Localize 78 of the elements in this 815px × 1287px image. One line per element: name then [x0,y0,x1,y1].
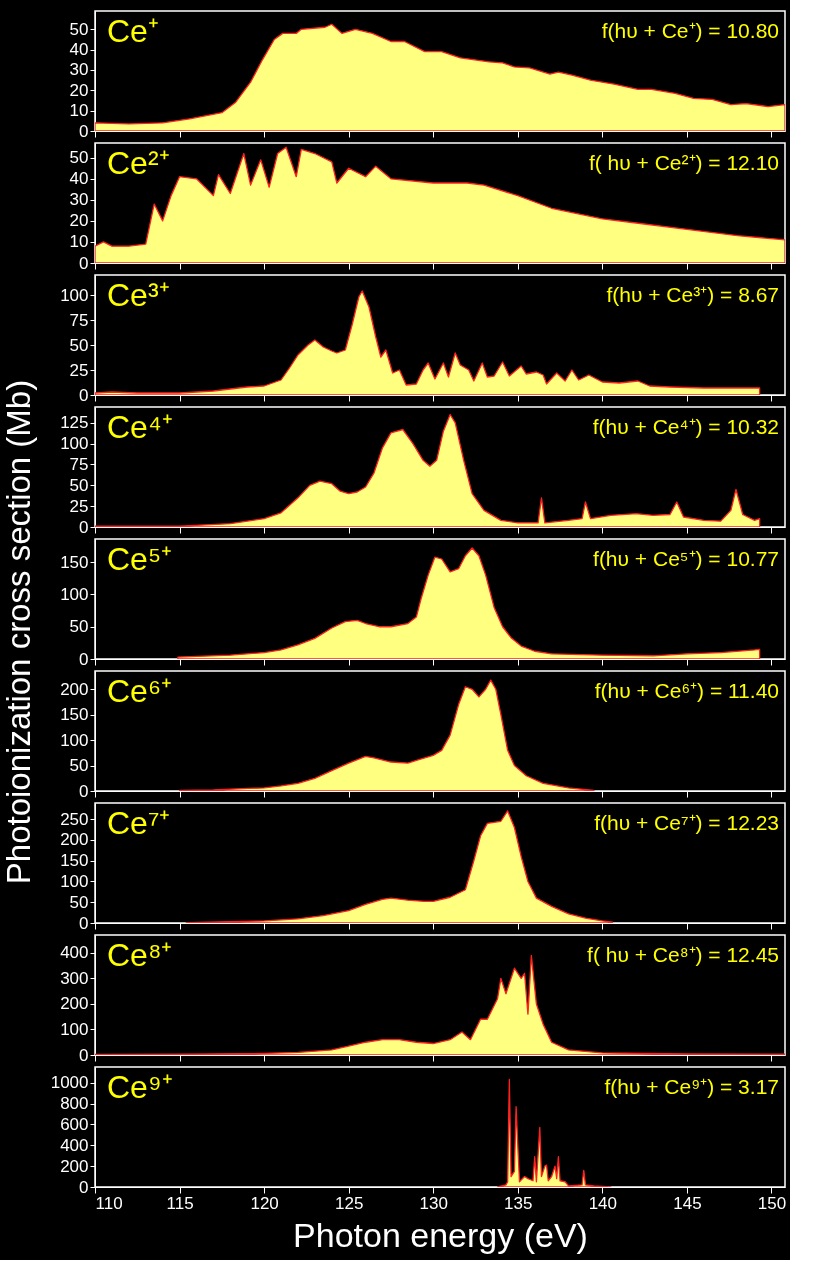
y-tick-label: 50 [69,475,89,495]
y-tick-label: 0 [79,517,89,537]
y-tick-label: 150 [60,552,89,572]
y-tick-label: 50 [69,148,89,168]
annotation: f(hυ + Ce⁴⁺) = 10.32 [592,415,779,438]
y-tick-label: 200 [60,830,89,850]
y-tick-label: 400 [60,1135,89,1155]
x-tick-label: 130 [419,1193,448,1213]
y-tick-label: 100 [60,1019,89,1039]
x-tick-label: 120 [250,1193,279,1213]
annotation: f(hυ + Ce⁷⁺) = 12.23 [594,811,779,834]
y-tick-label: 50 [69,335,89,355]
y-tick-label: 800 [60,1094,89,1114]
chart-title: Ce²⁺ [107,145,170,181]
y-tick-label: 75 [69,455,89,474]
y-tick-label: 300 [60,968,89,988]
x-tick-label: 140 [588,1193,618,1213]
y-tick-label: 75 [69,310,89,330]
chart-title: Ce⁸⁺ [107,937,173,973]
y-tick-label: 100 [60,730,89,750]
y-tick-label: 150 [60,851,89,871]
y-tick-label: 100 [60,285,89,305]
y-tick-label: 0 [79,913,89,933]
y-tick-label: 50 [69,19,89,39]
y-tick-label: 30 [69,190,89,210]
y-tick-label: 400 [60,943,89,963]
y-tick-label: 250 [60,809,89,829]
x-tick-label: 150 [757,1193,787,1213]
chart-title: Ce⁶⁺ [107,673,173,709]
y-tick-label: 20 [69,211,89,231]
y-tick-label: 0 [79,1177,89,1197]
x-tick-label: 115 [166,1193,194,1213]
x-axis-title: Photon energy (eV) [293,1215,588,1254]
y-tick-label: 10 [69,232,89,252]
y-tick-label: 50 [69,617,89,637]
x-tick-label: 125 [334,1193,364,1213]
y-tick-label: 1000 [50,1073,89,1093]
y-tick-label: 40 [69,40,89,60]
y-tick-label: 0 [79,121,89,141]
y-tick-label: 100 [60,871,89,891]
x-tick-label: 145 [673,1193,702,1213]
chart-title: Ce⁷⁺ [107,805,171,841]
annotation: f(hυ + Ce³⁺) = 8.67 [606,283,779,306]
chart-title: Ce⁹⁺ [107,1069,173,1105]
y-tick-label: 0 [79,1045,89,1065]
annotation: f(hυ + Ce⁶⁺) = 11.40 [594,679,779,702]
annotation: f( hυ + Ce⁸⁺) = 12.45 [587,943,779,966]
y-tick-label: 125 [60,413,89,433]
y-tick-label: 100 [60,434,89,454]
y-tick-label: 50 [69,756,89,776]
y-tick-label: 20 [69,80,89,100]
y-tick-label: 25 [69,360,89,380]
y-tick-label: 0 [79,781,89,801]
y-tick-label: 0 [79,253,89,273]
chart-title: Ce⁺ [107,13,159,49]
annotation: f(hυ + Ce⁹⁺) = 3.17 [604,1075,779,1098]
y-tick-label: 50 [69,892,89,912]
y-tick-label: 30 [69,60,89,80]
y-tick-label: 0 [79,649,89,669]
y-tick-label: 200 [60,679,89,699]
x-tick-label: 110 [95,1193,123,1213]
y-tick-label: 200 [60,1156,89,1176]
y-tick-label: 600 [60,1114,89,1134]
y-tick-label: 150 [60,705,89,725]
y-axis-title: Photoionization cross section (Mb) [0,379,38,885]
annotation: f( hυ + Ce²⁺) = 12.10 [588,151,779,174]
chart-title: Ce⁵⁺ [107,541,173,577]
y-tick-label: 100 [60,584,89,604]
y-tick-label: 200 [60,994,89,1014]
annotation: f(hυ + Ce⁺) = 10.80 [601,19,779,42]
annotation: f(hυ + Ce⁵⁺) = 10.77 [593,547,779,570]
y-tick-label: 0 [79,385,89,405]
y-tick-label: 40 [69,169,89,189]
y-tick-label: 25 [69,496,89,516]
chart-title: Ce³⁺ [107,277,170,313]
x-tick-label: 135 [504,1193,533,1213]
chart-title: Ce⁴⁺ [107,409,173,445]
y-tick-label: 10 [69,101,89,121]
